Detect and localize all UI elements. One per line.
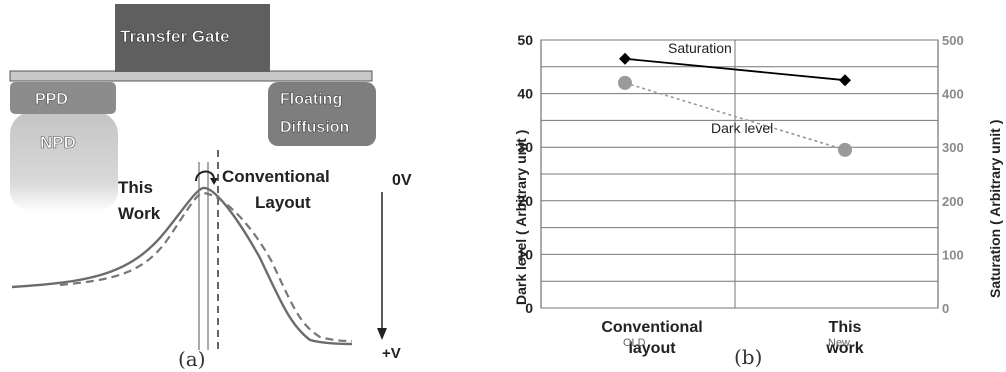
y-tick-label: 0 — [525, 300, 533, 316]
this-work-label-line1: This — [118, 178, 153, 197]
plus-volt-label: +V — [382, 345, 401, 362]
y2-tick-label: 300 — [942, 140, 964, 155]
npd-region — [10, 112, 118, 212]
saturation-line — [624, 57, 846, 82]
x-tick-label: layout — [628, 340, 676, 357]
dark-level-point — [838, 142, 852, 157]
panel-b-caption: (b) — [734, 345, 762, 369]
dark-level-point — [618, 75, 632, 90]
y-tick-label: 30 — [517, 139, 533, 155]
zero-volt-label: 0V — [392, 172, 412, 189]
x-tick-label: This — [829, 319, 862, 336]
floating-diffusion-region — [268, 82, 376, 146]
chart-series: Saturation Dark level — [618, 40, 852, 157]
saturation-series-label: Saturation — [668, 40, 732, 56]
saturation-point — [839, 74, 851, 87]
npd-label: NPD — [40, 133, 76, 152]
x-tick-label: work — [825, 340, 863, 357]
y-axis-title: Dark level ( Arbitrary unit ) — [513, 130, 529, 305]
y2-tick-label: 400 — [942, 87, 964, 102]
panel-a-caption: (a) — [178, 347, 206, 371]
y2-tick-label: 100 — [942, 247, 964, 262]
conventional-label-line1: Conventional — [222, 167, 330, 186]
this-work-potential-curve — [11, 186, 353, 346]
ppd-region — [10, 82, 116, 114]
transfer-gate-label: Transfer Gate — [120, 27, 230, 46]
transfer-gate — [115, 4, 270, 72]
x-tick-label: Conventional — [601, 319, 702, 336]
y2-tick-label: 200 — [942, 194, 964, 209]
dark-level-series-label: Dark level — [711, 120, 773, 136]
chart-grid — [540, 39, 939, 309]
y2-tick-label: 0 — [942, 301, 949, 316]
transfer-arrow-icon — [195, 170, 215, 182]
panel-a: NPD PPD Floating Diffusion Transfer Gate… — [9, 4, 412, 371]
y-tick-label: 10 — [517, 246, 533, 262]
voltage-arrowhead-icon — [377, 328, 387, 340]
floating-diffusion-label-line1: Floating — [280, 91, 342, 108]
y2-axis-title: Saturation ( Arbitrary unit ) — [987, 120, 1003, 298]
y-tick-label: 40 — [517, 86, 533, 102]
saturation-point — [619, 52, 631, 65]
y-tick-label: 50 — [517, 32, 533, 48]
transfer-arrowhead-icon — [210, 178, 218, 185]
conventional-potential-curve — [59, 191, 353, 343]
conventional-label-line2: Layout — [255, 193, 311, 212]
old-tag: OLD — [623, 337, 646, 349]
this-work-label-line2: Work — [118, 204, 161, 223]
new-tag: New — [828, 337, 850, 349]
y2-tick-label: 500 — [942, 33, 964, 48]
dark-level-line — [624, 82, 846, 151]
floating-diffusion-label-line2: Diffusion — [280, 119, 349, 136]
ppd-label: PPD — [35, 91, 68, 108]
y-tick-label: 20 — [517, 193, 533, 209]
gate-oxide-bar — [9, 70, 373, 82]
